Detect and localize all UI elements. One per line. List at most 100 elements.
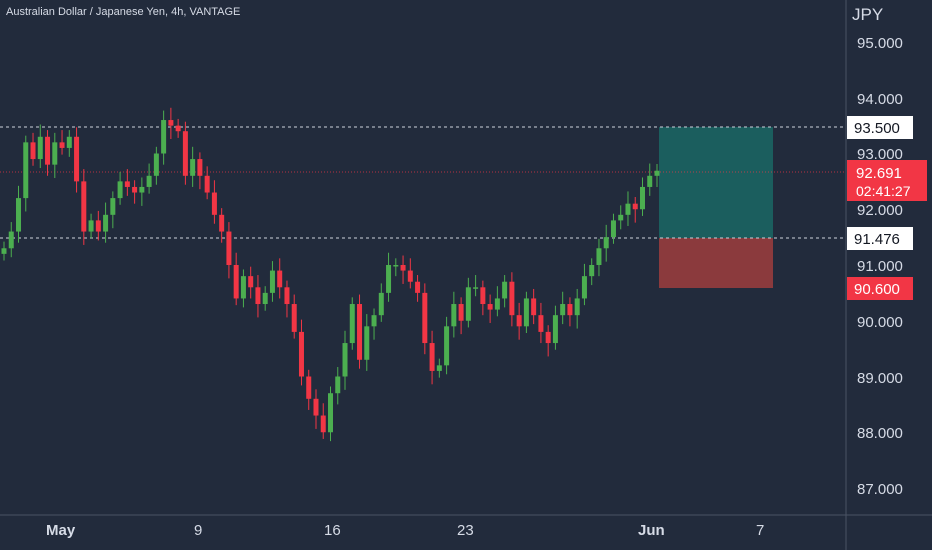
x-tick: 16	[324, 522, 341, 539]
x-tick: 7	[756, 522, 764, 539]
profit-zone[interactable]	[659, 127, 773, 238]
y-tick: 95.000	[857, 35, 903, 52]
candle-body	[117, 181, 123, 199]
candle-body	[436, 365, 442, 371]
x-tick: May	[46, 522, 76, 539]
candle-body	[255, 287, 261, 305]
candle-body	[240, 276, 246, 299]
y-tick: 93.000	[857, 146, 903, 163]
candle-body	[567, 304, 573, 316]
candle-body	[59, 142, 65, 148]
candle-body	[95, 220, 101, 232]
candle-body	[502, 281, 508, 299]
candle-body	[494, 298, 500, 310]
candle-body	[596, 248, 602, 265]
candle-body	[429, 343, 435, 371]
candle-body	[124, 181, 130, 187]
candle-body	[589, 265, 595, 277]
candle-body	[190, 159, 196, 176]
loss-zone[interactable]	[659, 238, 773, 288]
candle-body	[531, 298, 537, 316]
chart-title: Australian Dollar / Japanese Yen, 4h, VA…	[6, 6, 241, 18]
x-tick: 23	[457, 522, 474, 539]
target-price-text: 93.500	[854, 120, 900, 137]
candle-body	[386, 265, 392, 293]
candle-body	[625, 203, 631, 215]
candle-body	[364, 326, 370, 360]
candle-body	[30, 142, 36, 160]
candle-body	[552, 315, 558, 344]
y-tick: 92.000	[857, 202, 903, 219]
candle-body	[509, 281, 515, 316]
y-tick: 91.000	[857, 258, 903, 275]
candle-body	[110, 198, 116, 215]
candle-body	[407, 270, 413, 282]
candle-body	[52, 142, 58, 165]
candle-body	[603, 237, 609, 249]
candle-body	[1, 248, 7, 254]
candle-body	[335, 376, 341, 394]
candle-body	[465, 287, 471, 321]
candle-body	[291, 304, 297, 332]
candle-body	[473, 287, 479, 289]
candle-body	[277, 270, 283, 288]
candle-body	[610, 220, 616, 238]
candle-body	[516, 315, 522, 327]
y-axis[interactable]: 95.000 94.000 93.000 92.000 91.000 90.00…	[857, 35, 903, 498]
candle-body	[284, 287, 290, 305]
y-tick: 87.000	[857, 481, 903, 498]
candle-body	[560, 304, 566, 316]
candle-body	[458, 304, 464, 321]
candle-body	[451, 304, 457, 327]
candle-body	[175, 125, 181, 132]
y-tick: 88.000	[857, 425, 903, 442]
candle-body	[545, 331, 551, 344]
candle-body	[146, 175, 152, 187]
candle-body	[211, 192, 217, 215]
stop-price-text: 90.600	[854, 281, 900, 298]
candle-body	[233, 265, 239, 299]
x-axis[interactable]: May 9 16 23 Jun 7	[46, 522, 764, 539]
y-tick: 90.000	[857, 314, 903, 331]
candle-body	[8, 231, 14, 249]
candle-body	[161, 120, 167, 154]
currency-label: JPY	[852, 5, 884, 24]
candle-body	[574, 298, 580, 316]
x-tick: 9	[194, 522, 202, 539]
candle-body	[88, 220, 94, 232]
candle-body	[313, 398, 319, 416]
entry-price-text: 91.476	[854, 231, 900, 248]
current-price-text: 92.691	[856, 165, 902, 182]
candle-body	[306, 376, 312, 399]
candle-body	[153, 153, 159, 176]
candle-body	[393, 265, 399, 267]
candle-body	[444, 326, 450, 366]
candle-body	[371, 315, 377, 327]
candle-body	[182, 131, 188, 176]
candle-body	[480, 287, 486, 305]
y-tick: 94.000	[857, 91, 903, 108]
x-tick: Jun	[638, 522, 665, 539]
candle-body	[654, 170, 660, 176]
candle-body	[349, 304, 355, 344]
candle-body	[632, 203, 638, 210]
candle-body	[581, 276, 587, 299]
candle-body	[618, 214, 624, 221]
candle-body	[320, 415, 326, 433]
candle-body	[538, 315, 544, 332]
candle-body	[45, 136, 51, 165]
candle-body	[168, 120, 174, 126]
candle-body	[415, 281, 421, 293]
candle-body	[37, 136, 43, 160]
candles-group	[1, 107, 660, 442]
target-price-label: 93.500	[847, 116, 913, 139]
candle-body	[204, 175, 210, 193]
candle-body	[81, 181, 87, 232]
candle-body	[269, 270, 275, 293]
candle-body	[378, 292, 384, 316]
candle-body	[639, 186, 645, 210]
candle-body	[328, 393, 333, 433]
candle-body	[139, 186, 145, 193]
candle-body	[226, 231, 232, 265]
